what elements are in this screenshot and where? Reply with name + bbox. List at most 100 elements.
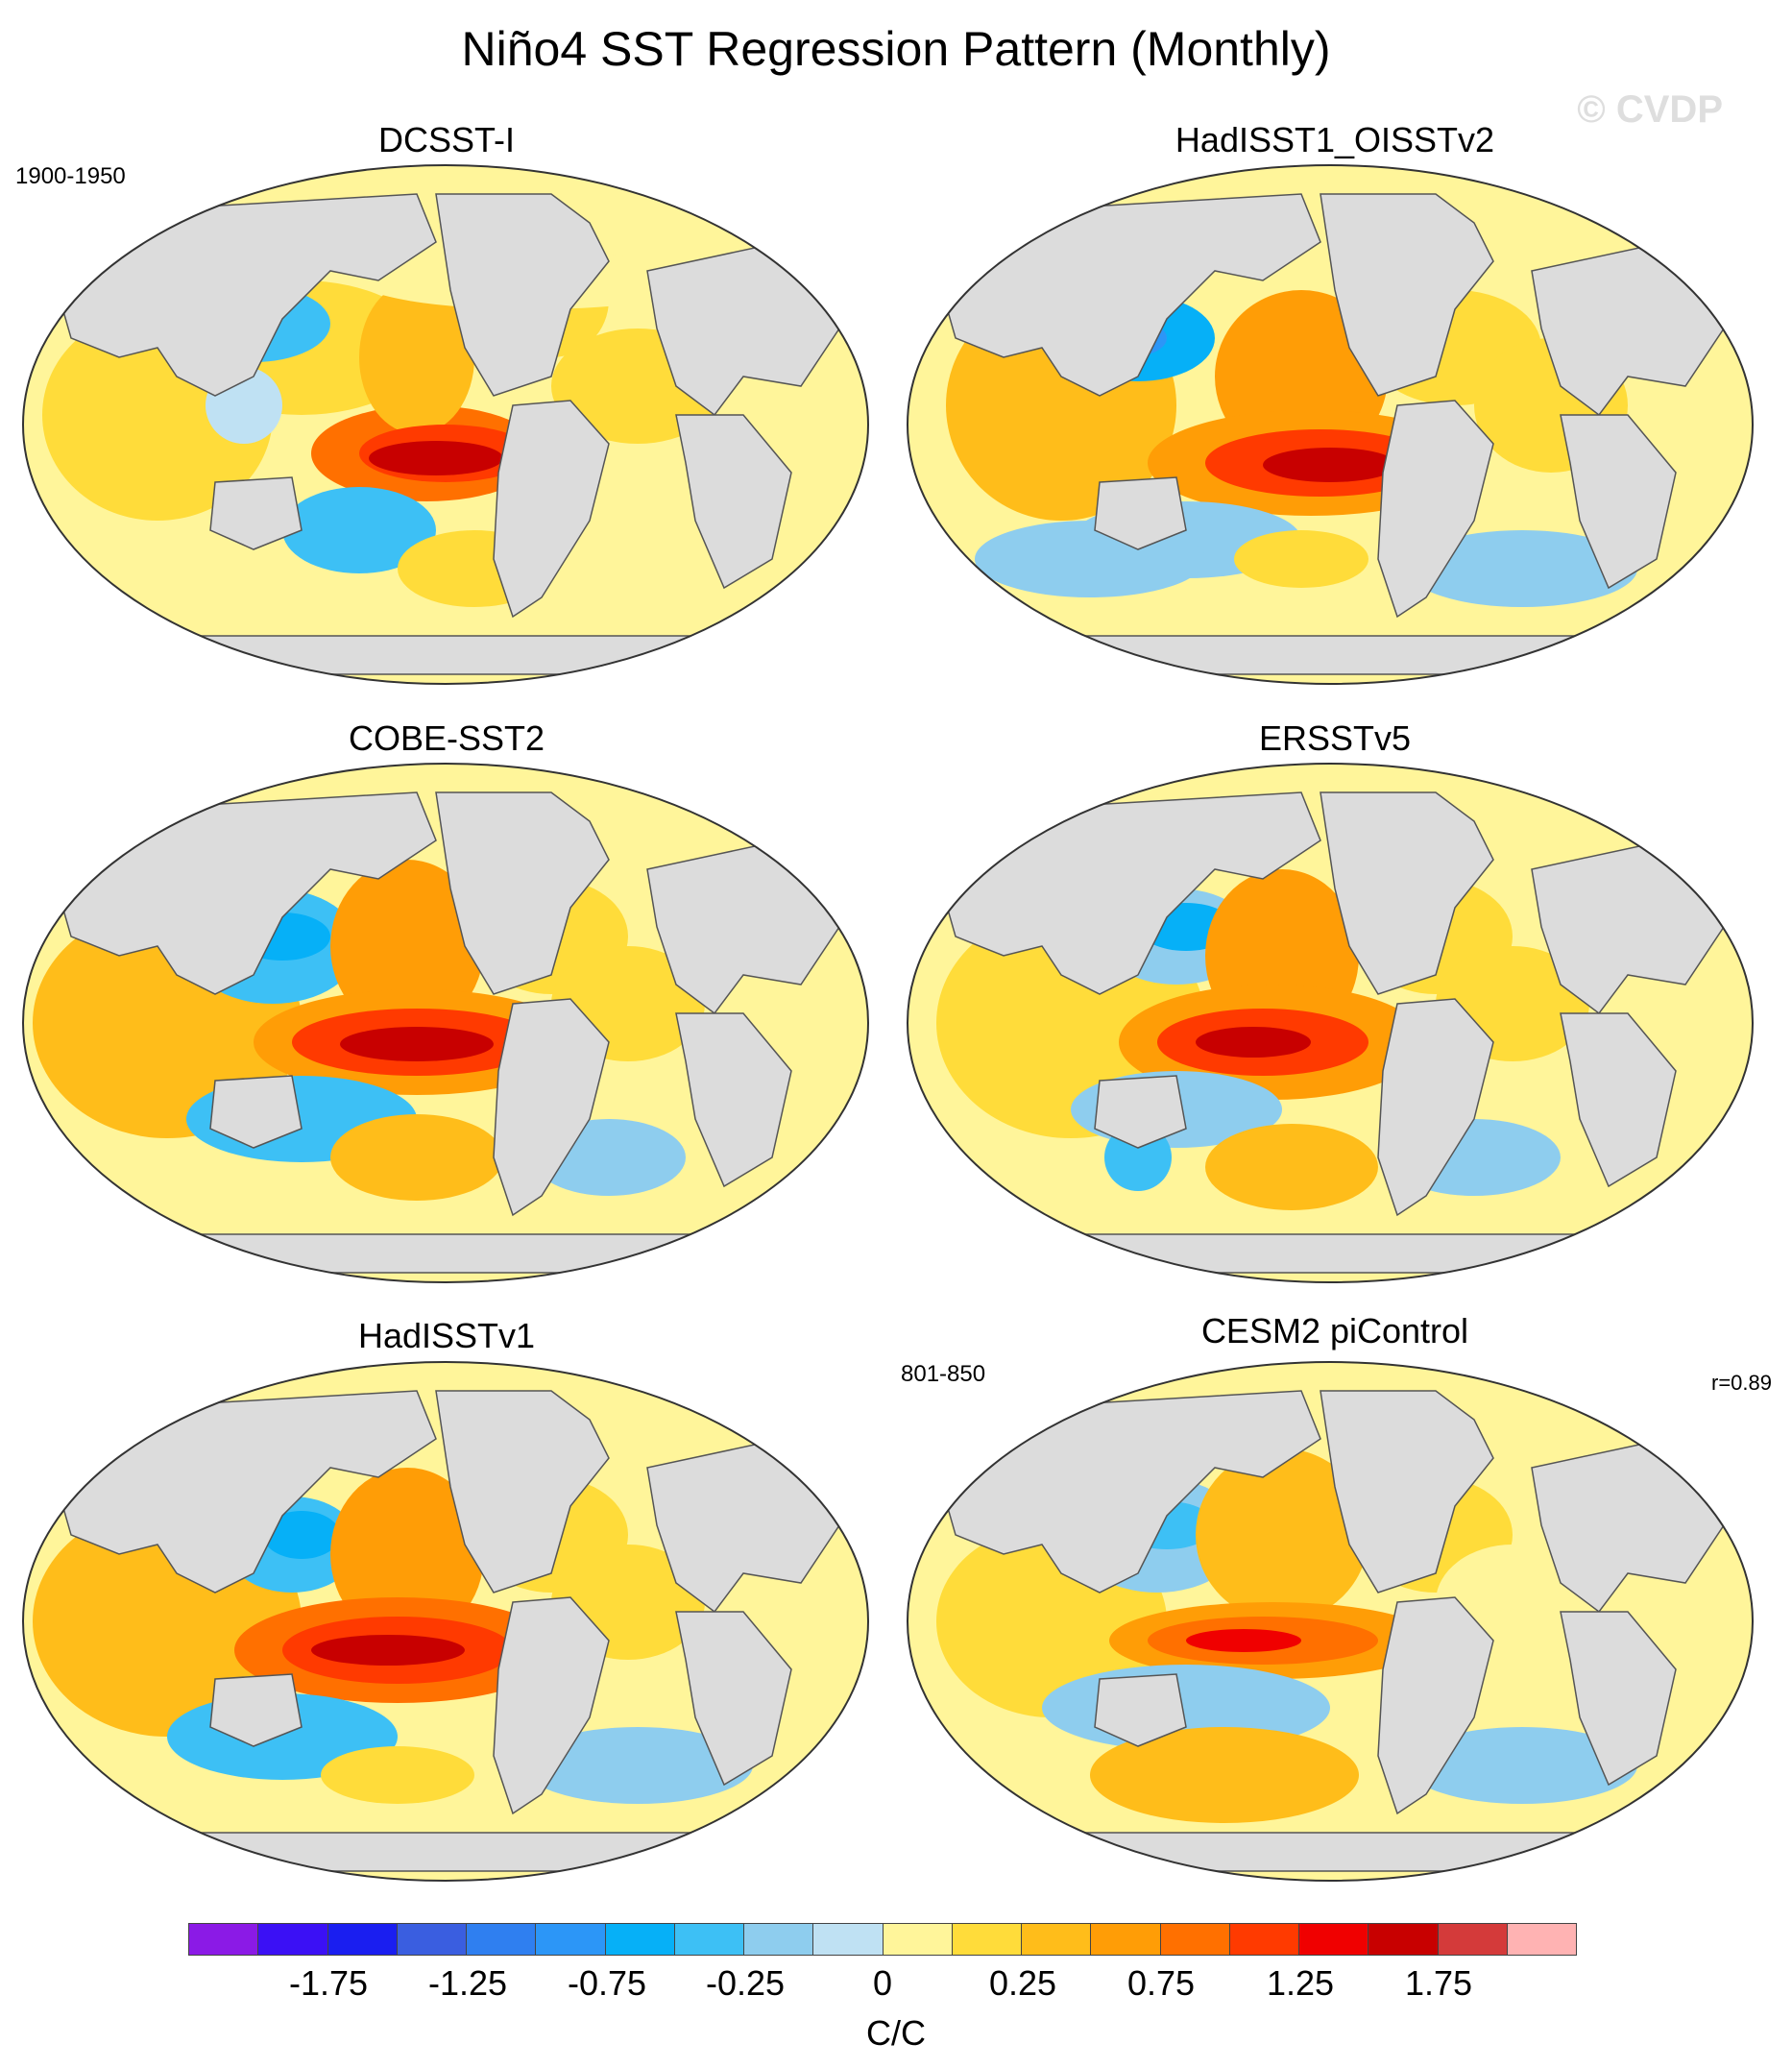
sst-anomaly-region <box>1196 1027 1311 1058</box>
panel-title-3: COBE-SST2 <box>348 718 545 758</box>
colorbar-tick-label: 1.25 <box>1266 1963 1335 2003</box>
colorbar-swatch <box>1507 1924 1576 1955</box>
colorbar-swatch <box>467 1924 537 1955</box>
figure-title: Niño4 SST Regression Pattern (Monthly) <box>461 22 1331 76</box>
map-panel-2 <box>898 156 1762 693</box>
sst-anomaly-region <box>1234 530 1368 588</box>
colorbar-tick-label: -1.75 <box>288 1963 369 2003</box>
land-mass <box>675 1012 792 1188</box>
map-panel-4 <box>898 754 1762 1292</box>
map-5-svg <box>22 1361 869 1882</box>
panel-title-5: HadISSTv1 <box>357 1316 536 1355</box>
colorbar-tick-label: 0.25 <box>988 1963 1057 2003</box>
colorbar-swatch <box>1368 1924 1439 1955</box>
sst-anomaly-region <box>330 1114 503 1201</box>
map-2-svg <box>907 164 1754 685</box>
sst-anomaly-region <box>340 1027 494 1061</box>
map-1-svg <box>22 164 869 685</box>
colorbar-swatch <box>189 1924 259 1955</box>
colorbar-swatch <box>744 1924 814 1955</box>
colorbar-tick-label: 0.75 <box>1126 1963 1196 2003</box>
land-mass <box>1320 791 1494 995</box>
sst-anomaly-region <box>1407 1727 1637 1804</box>
map-panel-1 <box>13 156 878 693</box>
map-6-svg <box>907 1361 1754 1882</box>
land-mass <box>1094 1075 1187 1149</box>
sst-anomaly-region <box>522 1727 753 1804</box>
sst-anomaly-region <box>1186 1629 1301 1652</box>
colorbar-swatch <box>536 1924 606 1955</box>
colorbar-unit: C/C <box>866 2013 926 2053</box>
land-mass <box>675 414 792 590</box>
land-mass <box>117 1233 784 1274</box>
panel-6-correlation: r=0.89 <box>1711 1371 1772 1395</box>
land-mass <box>209 476 303 550</box>
land-mass <box>1002 1233 1668 1274</box>
panel-title-2: HadISST1_OISSTv2 <box>1174 120 1495 159</box>
land-mass <box>209 1673 303 1747</box>
land-mass <box>1320 193 1494 397</box>
map-outline <box>22 1361 869 1882</box>
land-mass <box>1560 1012 1677 1188</box>
colorbar-swatch <box>397 1924 467 1955</box>
land-mass <box>1377 1596 1494 1815</box>
land-mass <box>1560 1611 1677 1787</box>
land-mass <box>1377 998 1494 1217</box>
sst-anomaly-region <box>321 1746 474 1804</box>
land-mass <box>1560 414 1677 590</box>
colorbar-swatch <box>1091 1924 1161 1955</box>
colorbar-tick-label: -1.25 <box>427 1963 508 2003</box>
land-mass <box>117 635 784 675</box>
land-mass <box>493 1596 610 1815</box>
panel-1-period: 1900-1950 <box>15 163 126 189</box>
colorbar-tick-label: -0.75 <box>567 1963 647 2003</box>
sst-anomaly-region <box>330 1468 484 1641</box>
watermark: © CVDP <box>1577 88 1723 131</box>
map-outline <box>22 164 869 685</box>
land-mass <box>435 791 610 995</box>
sst-anomaly-region <box>1407 530 1637 607</box>
colorbar-swatch <box>327 1924 398 1955</box>
colorbar-tick-label: 1.75 <box>1404 1963 1473 2003</box>
sst-anomaly-region <box>369 441 503 475</box>
land-mass <box>209 1075 303 1149</box>
sst-anomaly-region <box>1263 448 1397 482</box>
colorbar-swatch <box>1160 1924 1230 1955</box>
sst-anomaly-region <box>1205 1124 1378 1210</box>
sst-anomaly-region <box>311 1635 465 1666</box>
map-outline <box>907 164 1754 685</box>
land-mass <box>117 1832 784 1872</box>
map-panel-5 <box>13 1352 878 1890</box>
colorbar-swatch <box>1229 1924 1299 1955</box>
land-mass <box>435 193 610 397</box>
colorbar-swatch <box>674 1924 744 1955</box>
land-mass <box>493 400 610 619</box>
land-mass <box>435 1390 610 1594</box>
map-outline <box>907 763 1754 1283</box>
map-3-svg <box>22 763 869 1283</box>
colorbar-swatch <box>1022 1924 1092 1955</box>
land-mass <box>1320 1390 1494 1594</box>
sst-anomaly-region <box>263 1511 340 1559</box>
colorbar-swatch <box>952 1924 1022 1955</box>
panel-title-6: CESM2 piControl <box>1200 1311 1469 1350</box>
map-4-svg <box>907 763 1754 1283</box>
colorbar-swatch <box>1438 1924 1508 1955</box>
colorbar-swatch <box>813 1924 884 1955</box>
land-mass <box>935 1390 1321 1594</box>
colorbar-swatch <box>883 1924 953 1955</box>
land-mass <box>675 1611 792 1787</box>
land-mass <box>1094 476 1187 550</box>
land-mass <box>1002 635 1668 675</box>
map-outline <box>22 763 869 1283</box>
colorbar-swatch <box>1299 1924 1369 1955</box>
land-mass <box>1002 1832 1668 1872</box>
panel-title-4: ERSSTv5 <box>1258 718 1412 758</box>
land-mass <box>493 998 610 1217</box>
land-mass <box>1094 1673 1187 1747</box>
sst-anomaly-region <box>330 860 484 1033</box>
land-mass <box>51 791 437 995</box>
sst-anomaly-region <box>359 280 474 434</box>
panel-6-period: 801-850 <box>901 1361 986 1387</box>
colorbar-tick-label: 0 <box>872 1963 893 2003</box>
